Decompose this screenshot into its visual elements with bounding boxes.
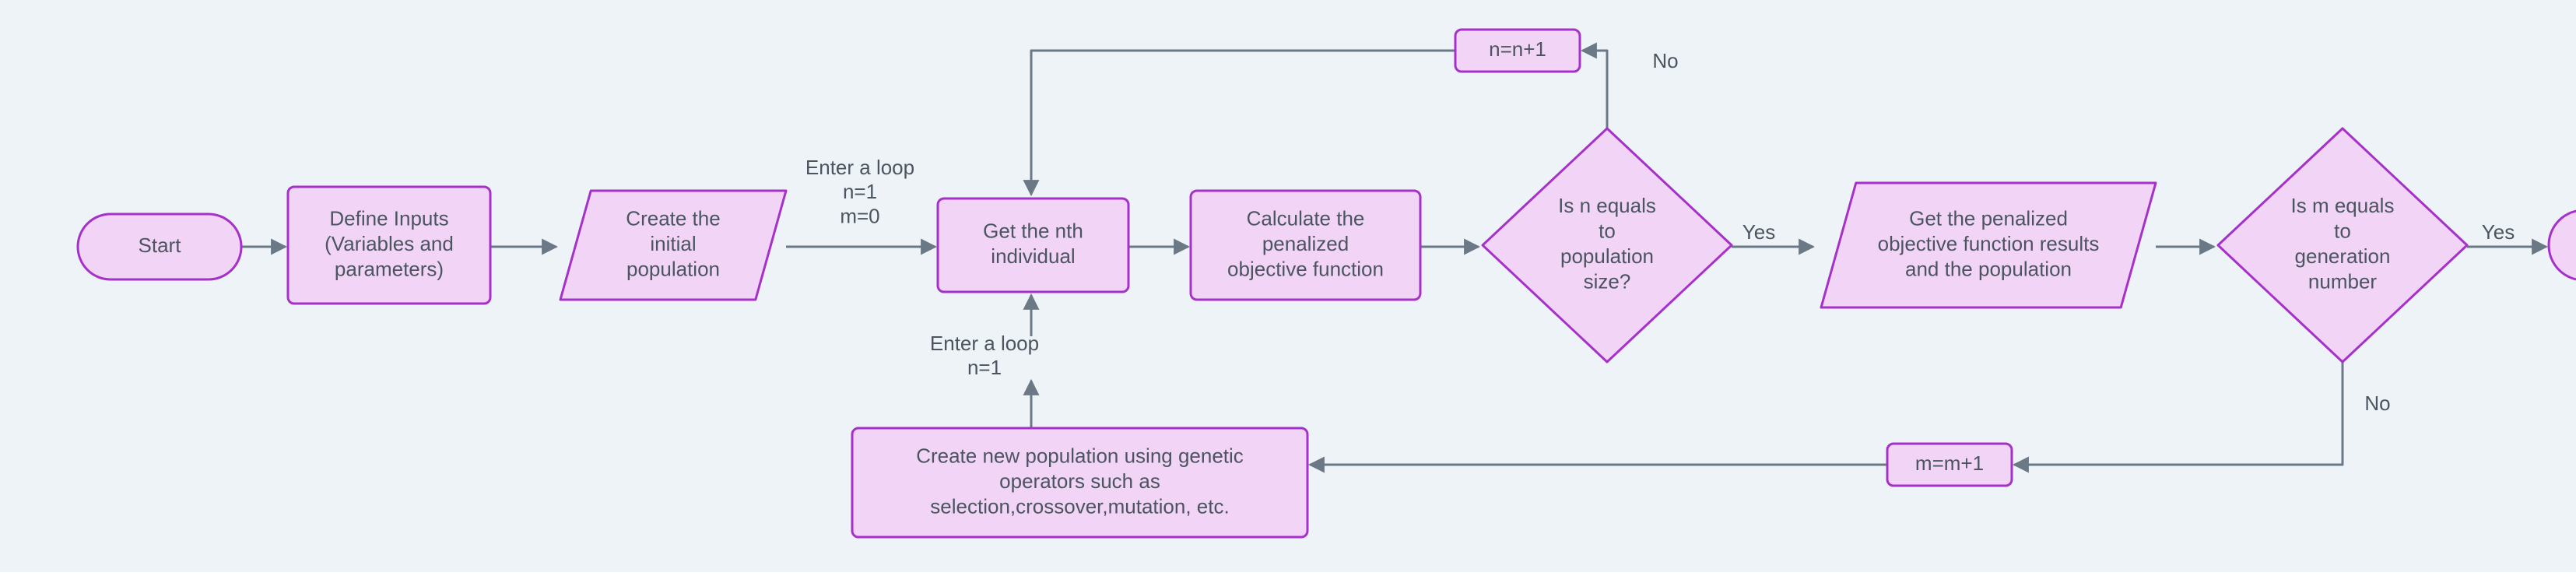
label-text: Get the nth [983, 220, 1083, 243]
label-text: Create the [626, 206, 720, 230]
svg-text:m=0: m=0 [840, 204, 879, 227]
label-text: number [2308, 270, 2377, 293]
svg-text:No: No [1652, 49, 1678, 72]
label-text: to [2334, 220, 2351, 243]
label-text: Start [139, 234, 182, 257]
svg-text:n=1: n=1 [967, 356, 1002, 379]
label-text: size? [1584, 270, 1631, 293]
node-calc: Calculate thepenalizedobjective function [1191, 191, 1420, 300]
node-createpop: Create theinitialpopulation [560, 191, 786, 300]
label-text: Calculate the [1247, 206, 1365, 230]
svg-text:n=1: n=1 [843, 180, 877, 203]
node-mplus: m=m+1 [1887, 444, 2012, 486]
flowchart-canvas: Start Define Inputs(Variables andparamete… [0, 0, 2576, 576]
label-text: initial [650, 232, 696, 255]
svg-text:Enter a loop: Enter a loop [805, 156, 914, 179]
label-text: penalized [1262, 232, 1349, 255]
annotation-no_top: No [1652, 49, 1678, 72]
label-text: generation [2295, 244, 2391, 268]
svg-text:No: No [2364, 392, 2390, 415]
label-text: m=m+1 [1915, 451, 1984, 475]
label-text: n=n+1 [1489, 37, 1546, 61]
annotation-yes_mid: Yes [1742, 220, 1775, 244]
svg-text:Yes: Yes [1742, 220, 1775, 244]
label-text: and the population [1905, 257, 2072, 280]
node-define: Define Inputs(Variables andparameters) [288, 187, 490, 304]
label-text: individual [991, 244, 1075, 268]
label-text: objective function [1227, 257, 1384, 280]
label-text: Is m equals [2291, 194, 2395, 217]
label-text: operators such as [999, 469, 1160, 493]
label-text: objective function results [1878, 232, 2100, 255]
label-text: Get the penalized [1909, 206, 2068, 230]
node-newpop: Create new population using geneticopera… [852, 428, 1307, 537]
label-text: selection,crossover,mutation, etc. [930, 494, 1229, 518]
annotation-yes_right: Yes [2482, 220, 2515, 244]
label-text: population [626, 257, 720, 280]
annotation-no_bottom: No [2364, 392, 2390, 415]
svg-text:Yes: Yes [2482, 220, 2515, 244]
node-nplus: n=n+1 [1455, 30, 1580, 72]
label-text: Create new population using genetic [916, 444, 1244, 467]
node-start: Start [78, 214, 241, 279]
node-getn: Get the nthindividual [938, 198, 1128, 292]
label-text: Is n equals [1558, 194, 1656, 217]
label-text: to [1599, 220, 1616, 243]
svg-text:Enter a loop: Enter a loop [930, 332, 1039, 355]
label-text: population [1560, 244, 1654, 268]
label-text: (Variables and [325, 232, 454, 255]
label-text: Define Inputs [329, 206, 448, 230]
label-text: parameters) [335, 257, 444, 280]
node-getres: Get the penalizedobjective function resu… [1821, 183, 2156, 307]
